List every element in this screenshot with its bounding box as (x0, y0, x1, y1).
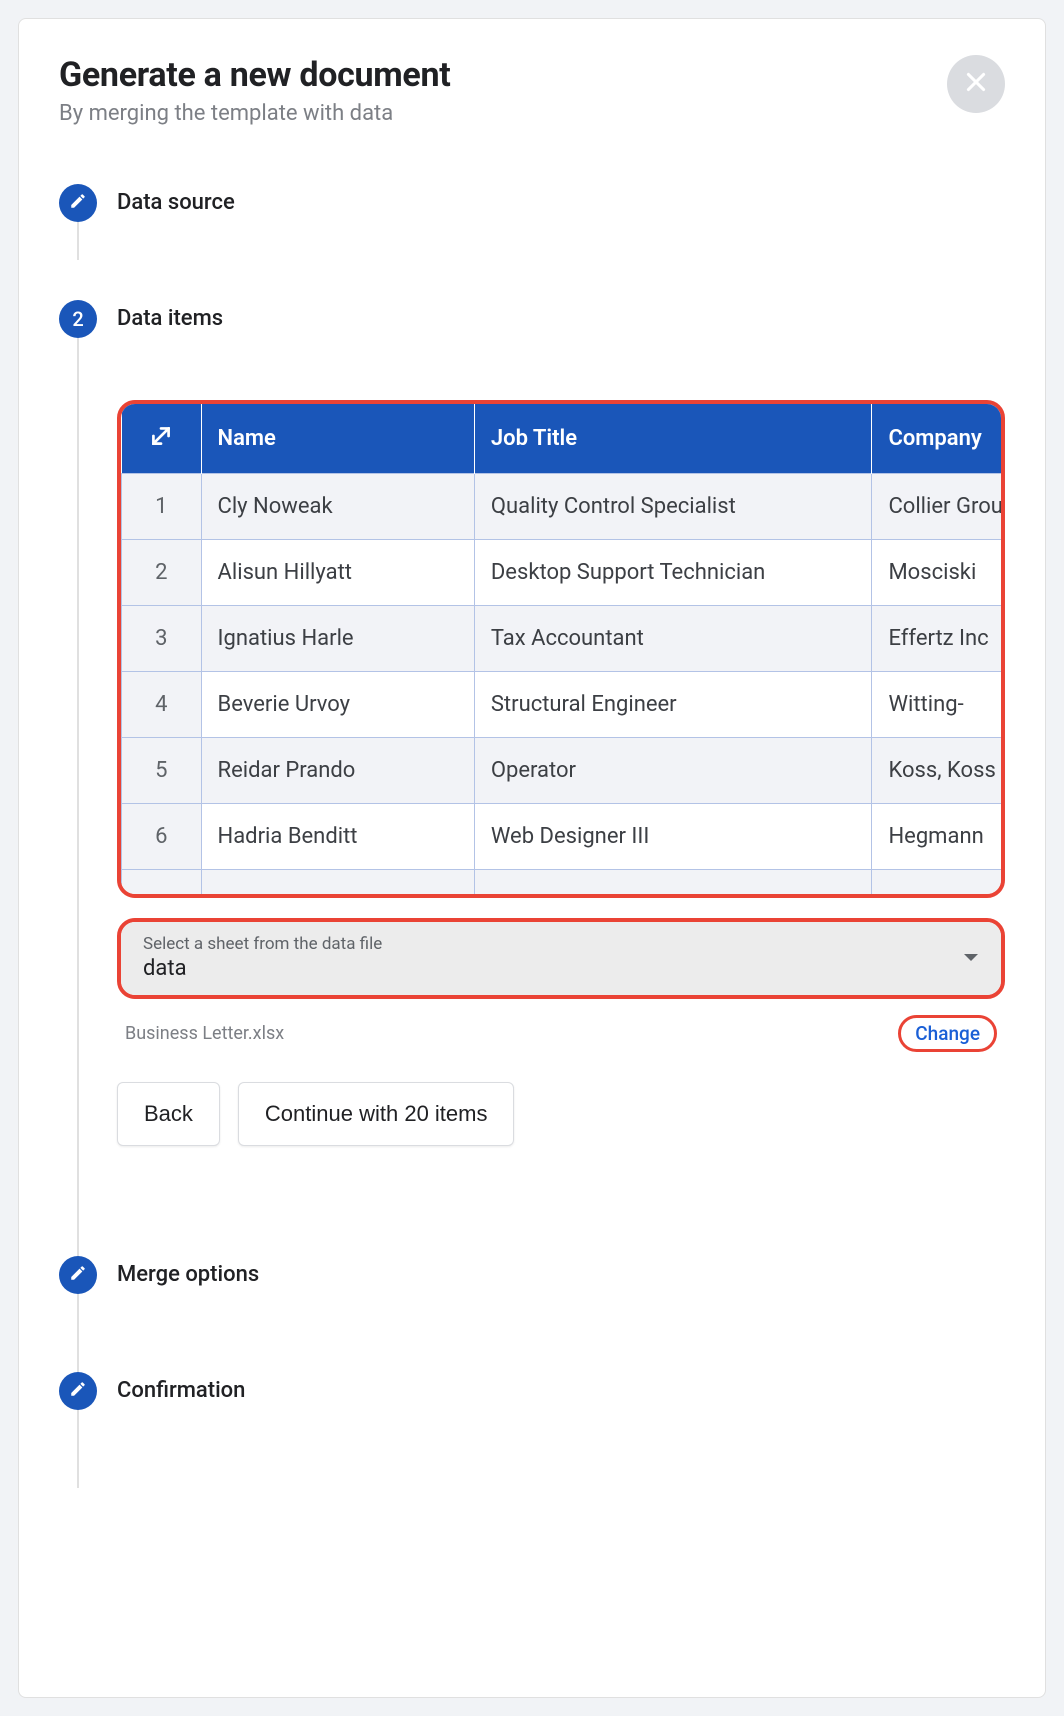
row-index: 3 (122, 606, 202, 672)
table-cell: Alisun Hillyatt (201, 540, 474, 606)
change-file-button[interactable]: Change (898, 1015, 997, 1052)
file-name: Business Letter.xlsx (125, 1023, 284, 1044)
dialog-title: Generate a new document (59, 55, 450, 95)
row-index: 6 (122, 804, 202, 870)
table-header-company[interactable]: Company (872, 404, 1005, 474)
table-cell: Web Designer III (474, 804, 872, 870)
table-cell: Witting- (872, 672, 1005, 738)
table-row[interactable]: 2Alisun HillyattDesktop Support Technici… (122, 540, 1006, 606)
step-data-items-icon: 2 (59, 300, 97, 338)
step-merge-options[interactable]: Merge options (59, 1256, 1005, 1294)
generate-document-dialog: Generate a new document By merging the t… (18, 18, 1046, 1698)
row-index: 2 (122, 540, 202, 606)
dialog-header: Generate a new document By merging the t… (59, 55, 1005, 126)
row-index: 5 (122, 738, 202, 804)
step-data-source-icon (59, 184, 97, 222)
file-row: Business Letter.xlsx Change (117, 1015, 1005, 1052)
step-data-items-body: Name Job Title Company 1Cly NoweakQualit… (117, 400, 1005, 1146)
table-header-name[interactable]: Name (201, 404, 474, 474)
table-cell: Beverie Urvoy (201, 672, 474, 738)
step-connector (77, 222, 79, 260)
table-cell: Mosciski (872, 540, 1005, 606)
table-cell: Koss, Koss (872, 738, 1005, 804)
back-button[interactable]: Back (117, 1082, 220, 1146)
table-cell: Structural Engineer (474, 672, 872, 738)
sheet-select-value: data (143, 956, 382, 981)
table-row[interactable]: 6Hadria BendittWeb Designer IIIHegmann (122, 804, 1006, 870)
step-number: 2 (72, 307, 83, 331)
sheet-select-highlight: Select a sheet from the data file data (117, 918, 1005, 999)
data-table-highlight: Name Job Title Company 1Cly NoweakQualit… (117, 400, 1005, 898)
sheet-select-text: Select a sheet from the data file data (143, 934, 382, 981)
dialog-subtitle: By merging the template with data (59, 101, 450, 126)
continue-button[interactable]: Continue with 20 items (238, 1082, 515, 1146)
step-confirmation-icon (59, 1372, 97, 1410)
step-data-source-label: Data source (117, 184, 235, 222)
step-connector (77, 1294, 79, 1332)
dialog-title-block: Generate a new document By merging the t… (59, 55, 450, 126)
button-row: Back Continue with 20 items (117, 1082, 1005, 1146)
pencil-icon (69, 1379, 87, 1403)
pencil-icon (69, 191, 87, 215)
close-icon (963, 69, 989, 99)
table-cell: Ignatius Harle (201, 606, 474, 672)
table-cell (122, 870, 202, 899)
pencil-icon (69, 1263, 87, 1287)
step-confirmation[interactable]: Confirmation (59, 1372, 1005, 1410)
table-row[interactable]: 1Cly NoweakQuality Control SpecialistCol… (122, 474, 1006, 540)
close-button[interactable] (947, 55, 1005, 113)
sheet-select-label: Select a sheet from the data file (143, 934, 382, 954)
table-cell: Reidar Prando (201, 738, 474, 804)
table-cell: Quality Control Specialist (474, 474, 872, 540)
stepper: Data source 2 Data items (59, 184, 1005, 1410)
expand-icon (148, 430, 174, 455)
table-row[interactable]: 4Beverie UrvoyStructural EngineerWitting… (122, 672, 1006, 738)
table-cell: Effertz Inc (872, 606, 1005, 672)
table-row[interactable]: 5Reidar PrandoOperatorKoss, Koss (122, 738, 1006, 804)
row-index: 1 (122, 474, 202, 540)
step-data-items: 2 Data items (59, 300, 1005, 338)
chevron-down-icon (963, 948, 979, 967)
table-cell: Hadria Benditt (201, 804, 474, 870)
table-cell: Tax Accountant (474, 606, 872, 672)
table-cell: Desktop Support Technician (474, 540, 872, 606)
table-header-job-title[interactable]: Job Title (474, 404, 872, 474)
table-header-expand[interactable] (122, 404, 202, 474)
table-row (122, 870, 1006, 899)
table-cell: Hegmann (872, 804, 1005, 870)
table-row[interactable]: 3Ignatius HarleTax AccountantEffertz Inc (122, 606, 1006, 672)
table-cell (474, 870, 872, 899)
table-cell (872, 870, 1005, 899)
table-cell: Collier Group (872, 474, 1005, 540)
table-cell: Operator (474, 738, 872, 804)
step-merge-options-label: Merge options (117, 1256, 259, 1294)
step-data-items-label: Data items (117, 300, 223, 338)
sheet-select[interactable]: Select a sheet from the data file data (121, 922, 1001, 995)
step-merge-options-icon (59, 1256, 97, 1294)
table-cell (201, 870, 474, 899)
row-index: 4 (122, 672, 202, 738)
table-cell: Cly Noweak (201, 474, 474, 540)
step-data-source[interactable]: Data source (59, 184, 1005, 222)
data-items-table: Name Job Title Company 1Cly NoweakQualit… (121, 404, 1005, 898)
step-confirmation-label: Confirmation (117, 1372, 245, 1410)
table-header-row: Name Job Title Company (122, 404, 1006, 474)
